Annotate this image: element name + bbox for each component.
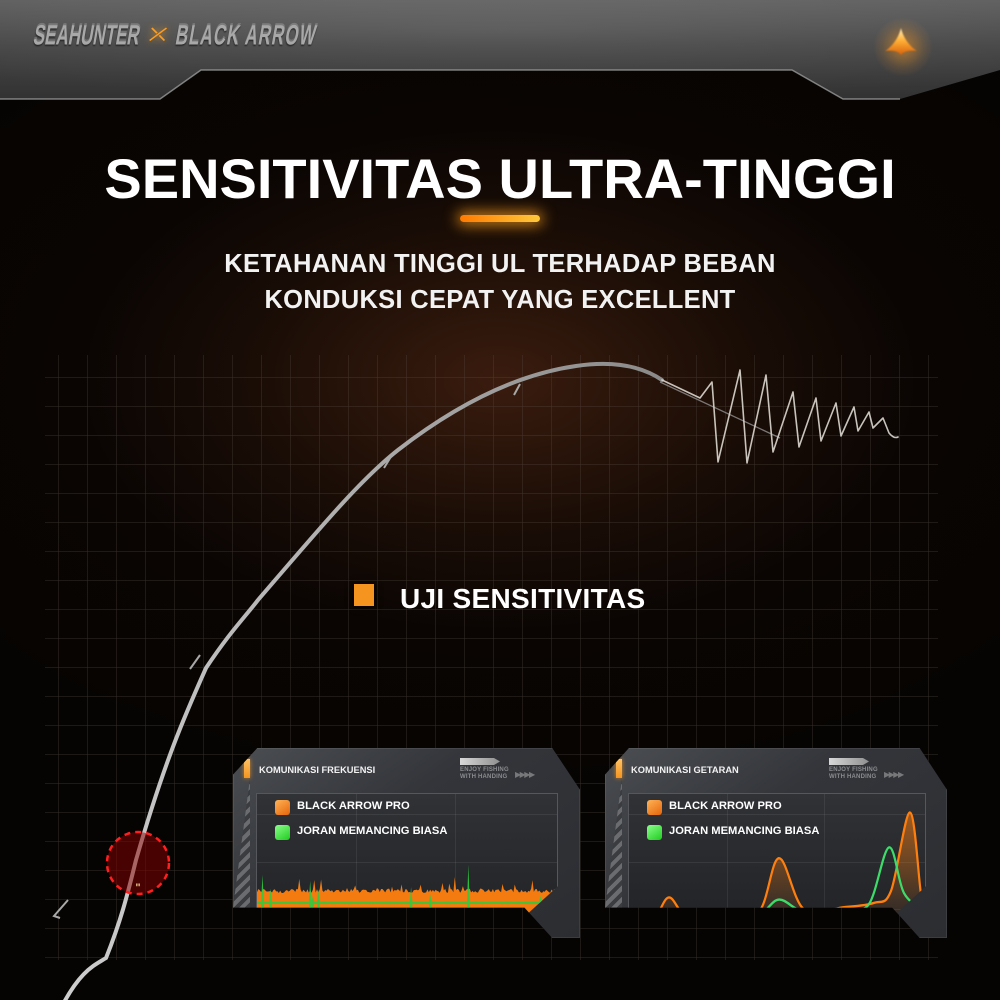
svg-text:": ": [135, 882, 140, 894]
